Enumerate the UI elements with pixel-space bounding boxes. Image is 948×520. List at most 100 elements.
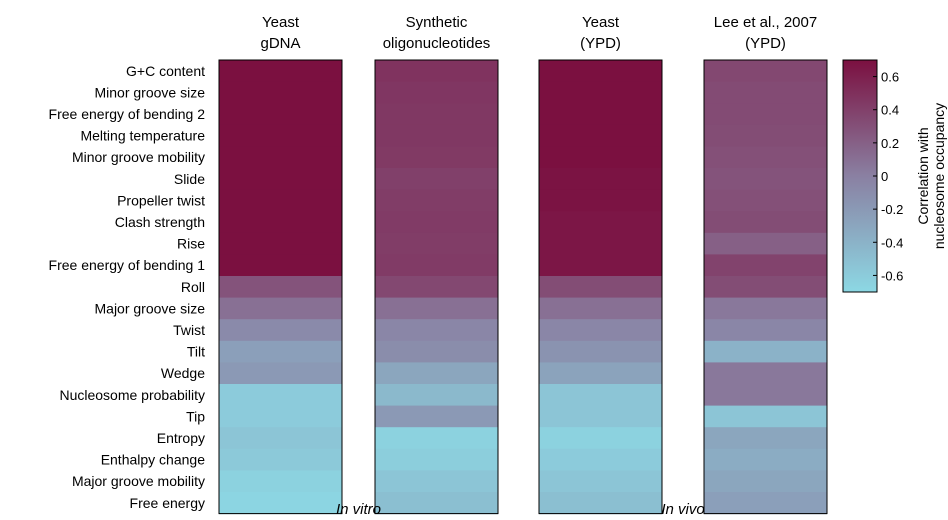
heatmap-cell bbox=[375, 211, 498, 234]
colorbar-tick-label: -0.6 bbox=[881, 268, 903, 283]
heatmap-cell bbox=[219, 319, 342, 342]
heatmap-cell bbox=[704, 168, 827, 191]
heatmap-cell bbox=[219, 276, 342, 299]
panel-borders bbox=[218, 59, 828, 515]
heatmap-cell bbox=[219, 448, 342, 471]
heatmap-cell bbox=[375, 81, 498, 104]
heatmap-cell bbox=[704, 319, 827, 342]
heatmap-cell bbox=[539, 146, 662, 169]
heatmap-cell bbox=[375, 189, 498, 212]
row-label: Roll bbox=[181, 279, 205, 295]
heatmap-cell bbox=[704, 384, 827, 407]
heatmap-cell bbox=[375, 297, 498, 320]
column-title-line2: oligonucleotides bbox=[383, 35, 491, 52]
heatmap-cell bbox=[704, 254, 827, 277]
heatmap-cell bbox=[704, 276, 827, 299]
heatmap-cell bbox=[704, 81, 827, 104]
colorbar-tick-label: 0.4 bbox=[881, 103, 899, 118]
row-label: Tip bbox=[186, 408, 205, 424]
colorbar-tick-label: 0.6 bbox=[881, 70, 899, 85]
column-title-line2: (YPD) bbox=[580, 35, 621, 52]
heatmap-cell bbox=[375, 362, 498, 385]
heatmap-cell bbox=[539, 448, 662, 471]
column-title-line2: (YPD) bbox=[745, 35, 786, 52]
heatmap-cell bbox=[375, 168, 498, 191]
heatmap-cell bbox=[375, 276, 498, 299]
colorbar-tick-label: -0.2 bbox=[881, 202, 903, 217]
heatmap-cell bbox=[704, 297, 827, 320]
heatmap-cell bbox=[539, 470, 662, 493]
heatmap-cell bbox=[704, 146, 827, 169]
heatmap-cell bbox=[375, 448, 498, 471]
heatmap-cell bbox=[704, 427, 827, 450]
row-label: Melting temperature bbox=[80, 128, 205, 144]
row-label: Twist bbox=[173, 322, 205, 338]
heatmap-cell bbox=[539, 405, 662, 428]
group-label: In vivo bbox=[661, 501, 704, 518]
row-label: Minor groove mobility bbox=[72, 149, 205, 165]
heatmap-cell bbox=[704, 340, 827, 363]
heatmap-cell bbox=[219, 340, 342, 363]
row-label: Free energy of bending 1 bbox=[49, 257, 206, 273]
panel-border bbox=[538, 59, 663, 515]
heatmap-cell bbox=[375, 103, 498, 126]
heatmap-cell bbox=[539, 492, 662, 515]
heatmap-cell bbox=[539, 276, 662, 299]
heatmap-cell bbox=[704, 492, 827, 515]
heatmap-cell bbox=[539, 124, 662, 147]
colorbar-tick-label: 0.2 bbox=[881, 136, 899, 151]
row-label: Nucleosome probability bbox=[59, 387, 205, 403]
heatmap-cell bbox=[539, 103, 662, 126]
heatmap-cell bbox=[219, 146, 342, 169]
row-label: Free energy of bending 2 bbox=[49, 106, 206, 122]
heatmap-cell bbox=[539, 362, 662, 385]
heatmap-cell bbox=[219, 384, 342, 407]
heatmap-cell bbox=[219, 232, 342, 255]
heatmap-cell bbox=[704, 362, 827, 385]
heatmap-cell bbox=[539, 189, 662, 212]
heatmap-cell bbox=[704, 211, 827, 234]
row-label: Minor groove size bbox=[95, 84, 206, 100]
heatmap-cell bbox=[219, 492, 342, 515]
heatmap-cell bbox=[704, 405, 827, 428]
heatmap-cells bbox=[219, 60, 827, 515]
heatmap-cell bbox=[375, 232, 498, 255]
heatmap-cell bbox=[219, 124, 342, 147]
row-label: Free energy bbox=[130, 495, 205, 511]
row-labels: G+C content Minor groove size Free energy … bbox=[49, 63, 206, 511]
heatmap-cell bbox=[375, 254, 498, 277]
heatmap-cell bbox=[704, 470, 827, 493]
heatmap-cell bbox=[219, 168, 342, 191]
panel-border bbox=[374, 59, 499, 515]
heatmap-cell bbox=[375, 60, 498, 83]
panel-border bbox=[218, 59, 343, 515]
heatmap-cell bbox=[539, 297, 662, 320]
column-titles: Yeast gDNA Synthetic oligonucleotides Yeast (… bbox=[260, 14, 817, 52]
heatmap-cell bbox=[375, 492, 498, 515]
heatmap-cell bbox=[539, 232, 662, 255]
colorbar-tick-label: 0 bbox=[881, 169, 888, 184]
heatmap-cell bbox=[539, 340, 662, 363]
row-label: Clash strength bbox=[115, 214, 205, 230]
heatmap-cell bbox=[704, 103, 827, 126]
heatmap-cell bbox=[704, 189, 827, 212]
heatmap-cell bbox=[219, 103, 342, 126]
heatmap-cell bbox=[539, 168, 662, 191]
heatmap-cell bbox=[375, 146, 498, 169]
panel-border bbox=[703, 59, 828, 515]
column-title-line1: Lee et al., 2007 bbox=[714, 14, 817, 31]
colorbar-gradient bbox=[842, 59, 878, 293]
colorbar-tick-label: -0.4 bbox=[881, 235, 903, 250]
heatmap-cell bbox=[539, 81, 662, 104]
group-label: In vitro bbox=[336, 501, 381, 518]
row-label: Major groove size bbox=[95, 300, 206, 316]
heatmap-cell bbox=[539, 427, 662, 450]
heatmap-cell bbox=[375, 340, 498, 363]
heatmap-cell bbox=[539, 60, 662, 83]
colorbar-label-line2: nucleosome occupancy bbox=[931, 103, 947, 249]
row-label: G+C content bbox=[126, 63, 205, 79]
heatmap-cell bbox=[539, 211, 662, 234]
row-label: Slide bbox=[174, 171, 205, 187]
column-title-line1: Synthetic bbox=[406, 14, 468, 31]
